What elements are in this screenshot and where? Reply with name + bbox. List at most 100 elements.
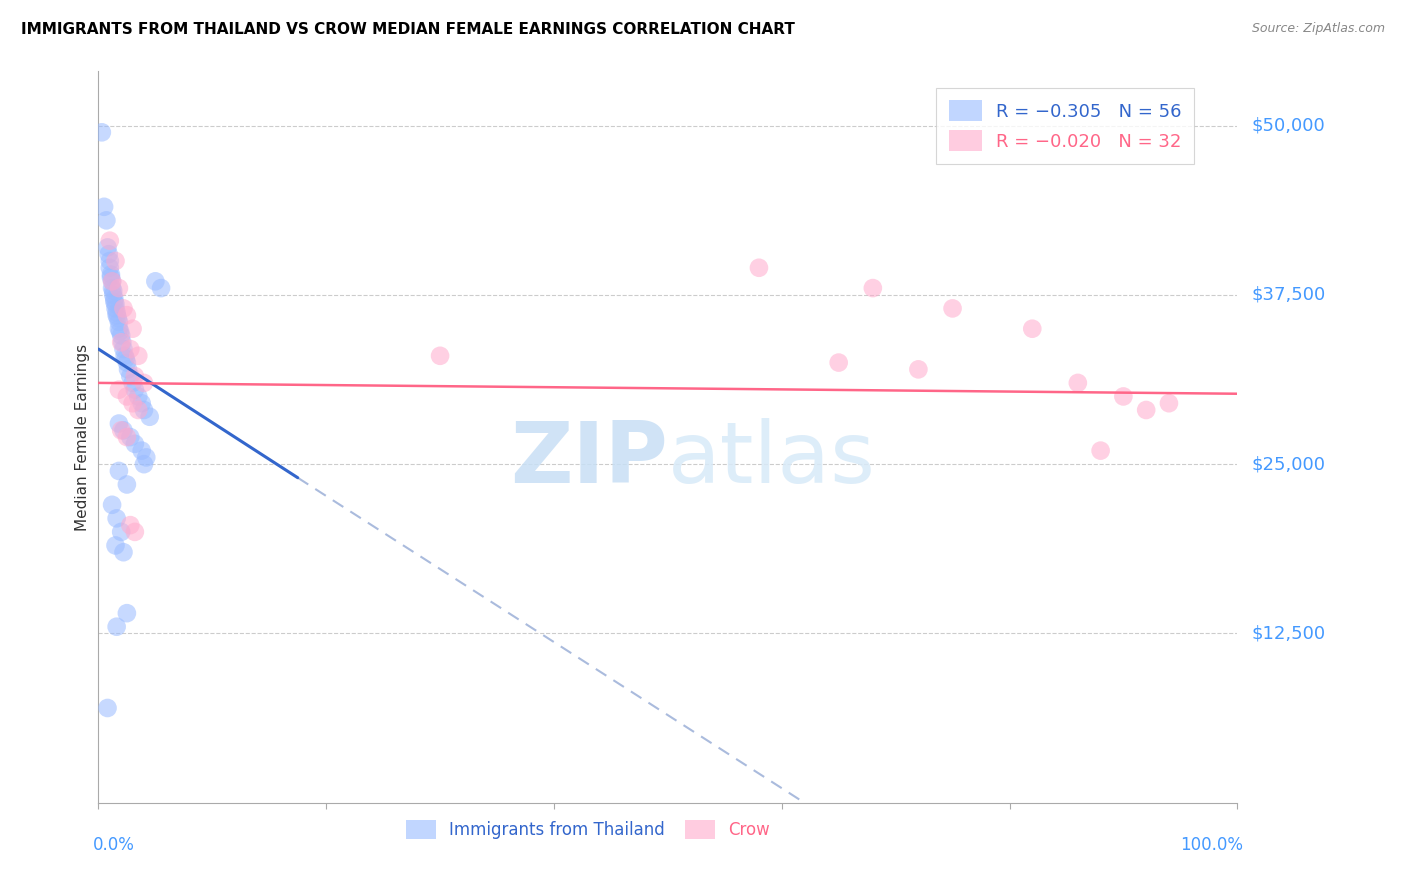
Point (114, 349, 136, 363)
Point (96, 240, 118, 254)
Point (111, 335, 134, 350)
Point (110, 335, 132, 350)
Point (132, 457, 155, 471)
Point (124, 369, 146, 384)
Point (110, 328, 132, 343)
Point (101, 281, 124, 295)
Point (97, 247, 120, 261)
Point (115, 477, 138, 491)
Point (942, 301, 965, 316)
Point (108, 325, 131, 339)
Point (100, 268, 122, 282)
Point (120, 518, 142, 533)
Text: ZIP: ZIP (510, 417, 668, 500)
Point (101, 274, 124, 288)
Point (862, 281, 884, 295)
Point (105, 620, 128, 634)
Point (104, 297, 127, 311)
Point (98, 260, 121, 275)
Point (115, 606, 138, 620)
Point (103, 292, 125, 306)
Point (1157, 396, 1180, 410)
Point (1067, 376, 1090, 390)
Point (121, 376, 143, 390)
Point (115, 430, 138, 444)
Point (115, 355, 138, 369)
Point (101, 274, 124, 288)
Point (114, 351, 136, 366)
Text: 100.0%: 100.0% (1180, 836, 1243, 854)
Point (108, 464, 131, 478)
Point (132, 376, 155, 390)
Point (100, 270, 122, 285)
Point (115, 308, 138, 322)
Point (120, 342, 142, 356)
Point (110, 524, 132, 539)
Point (96, 213, 118, 227)
Point (93, 200, 115, 214)
Text: IMMIGRANTS FROM THAILAND VS CROW MEDIAN FEMALE EARNINGS CORRELATION CHART: IMMIGRANTS FROM THAILAND VS CROW MEDIAN … (21, 22, 794, 37)
Point (108, 322, 131, 336)
Point (1135, 403, 1157, 417)
Point (107, 310, 129, 325)
Point (98, 254, 121, 268)
Point (748, 260, 770, 275)
Point (120, 430, 142, 444)
Point (117, 362, 139, 376)
Point (1112, 389, 1135, 403)
Point (124, 383, 146, 397)
Point (112, 301, 135, 316)
Y-axis label: Median Female Earnings: Median Female Earnings (75, 343, 90, 531)
Text: Source: ZipAtlas.com: Source: ZipAtlas.com (1251, 22, 1385, 36)
Point (112, 423, 135, 437)
Point (828, 355, 851, 369)
Point (105, 511, 128, 525)
Point (132, 403, 155, 417)
Point (108, 315, 131, 329)
Point (108, 417, 131, 431)
Point (103, 284, 125, 298)
Point (90, 125, 112, 139)
Point (112, 342, 135, 356)
Text: $37,500: $37,500 (1251, 285, 1326, 304)
Point (105, 308, 128, 322)
Point (101, 498, 124, 512)
Point (108, 383, 131, 397)
Point (145, 274, 167, 288)
Point (429, 349, 451, 363)
Point (110, 423, 132, 437)
Point (108, 281, 131, 295)
Point (135, 450, 157, 465)
Point (103, 294, 125, 309)
Point (127, 403, 149, 417)
Point (121, 396, 143, 410)
Point (96, 701, 118, 715)
Text: atlas: atlas (668, 417, 876, 500)
Point (138, 409, 160, 424)
Point (104, 254, 127, 268)
Point (127, 349, 149, 363)
Point (121, 322, 143, 336)
Point (112, 545, 135, 559)
Point (105, 305, 128, 319)
Text: 0.0%: 0.0% (93, 836, 135, 854)
Point (124, 437, 146, 451)
Text: $25,000: $25,000 (1251, 455, 1326, 473)
Point (120, 369, 142, 384)
Point (124, 524, 146, 539)
Point (127, 389, 149, 403)
Point (104, 538, 127, 552)
Point (104, 301, 127, 316)
Point (150, 281, 173, 295)
Point (115, 389, 138, 403)
Point (1090, 443, 1112, 458)
Legend: Immigrants from Thailand, Crow: Immigrants from Thailand, Crow (399, 814, 778, 846)
Point (103, 288, 125, 302)
Text: $50,000: $50,000 (1251, 117, 1324, 135)
Point (907, 362, 929, 376)
Point (1021, 322, 1043, 336)
Text: $12,500: $12,500 (1251, 624, 1326, 642)
Point (131, 396, 153, 410)
Point (131, 443, 153, 458)
Point (98, 234, 121, 248)
